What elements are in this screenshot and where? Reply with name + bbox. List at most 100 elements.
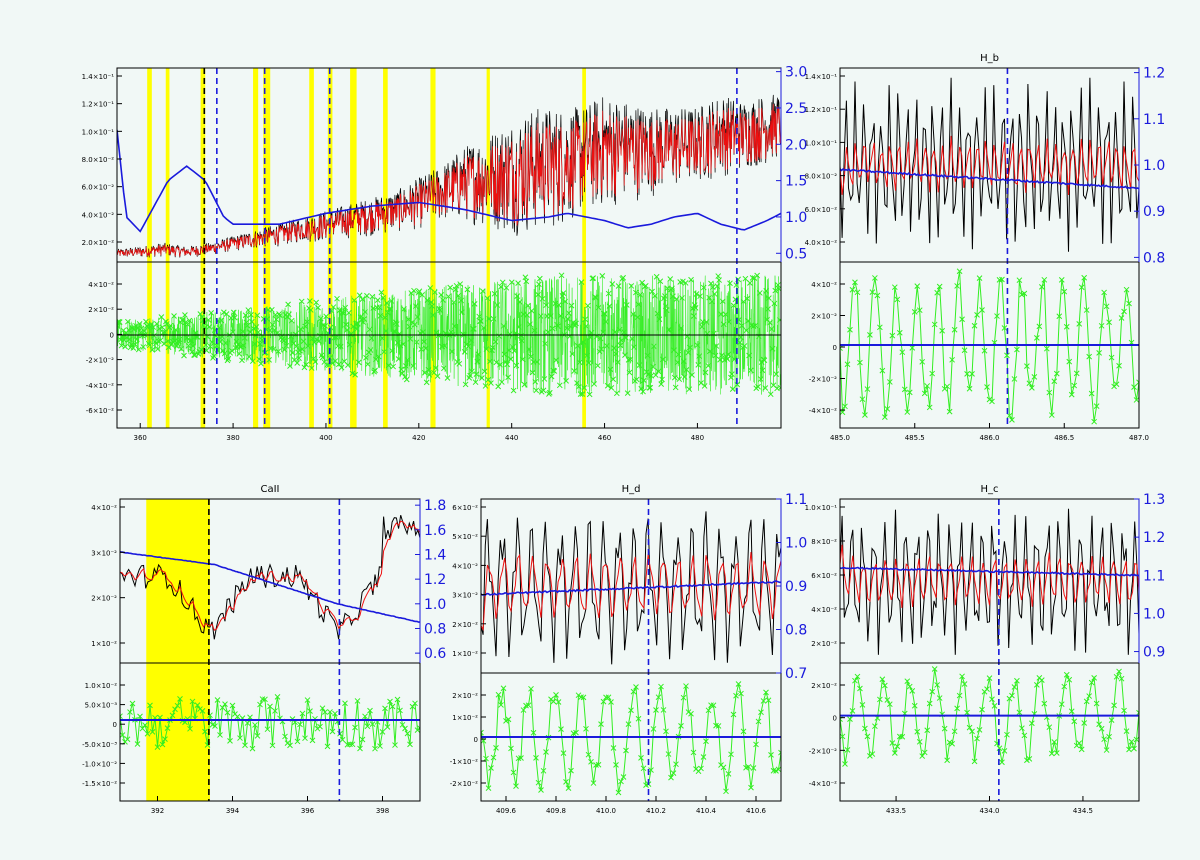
masked-region [253, 68, 259, 428]
panel-full-spectrum: 360 380 400 420 440 460 480 1.4×10⁻¹ 1.2×10⁻¹ 1.0… [82, 65, 808, 442]
residual-marker [729, 386, 736, 392]
residual-marker [556, 302, 562, 308]
x-tick-label: 433.5 [886, 807, 906, 815]
residual-y-tick-label: 0 [113, 721, 117, 729]
masked-region [263, 68, 271, 428]
residual-marker [741, 343, 748, 349]
residual-marker [763, 288, 770, 294]
residual-line [840, 668, 1139, 765]
right-y-tick-label: 0.8 [1143, 250, 1165, 266]
y-tick-label: 4×10⁻² [91, 504, 117, 512]
residual-marker [208, 310, 215, 316]
x-tick-label: 360 [134, 434, 147, 442]
residual-marker [537, 313, 544, 319]
panel-frame [839, 498, 1140, 802]
residual-marker [533, 387, 540, 394]
residual-y-tick-label: -1.5×10⁻² [82, 780, 117, 788]
y-tick-label: 1.0×10⁻¹ [805, 504, 838, 512]
residual-y-tick-label: 5.0×10⁻³ [85, 702, 118, 710]
masked-region [582, 68, 586, 428]
residual-y-tick-label: -2×10⁻² [809, 747, 837, 755]
x-tick-label: 460 [598, 434, 611, 442]
y-tick-label: 8.0×10⁻² [82, 156, 115, 164]
y-tick-label: 8.0×10⁻² [805, 173, 838, 181]
residual-y-tick-label: 0 [474, 736, 478, 744]
residual-marker [461, 348, 468, 355]
residual-marker [286, 311, 292, 318]
right-y-tick-label: 0.9 [1143, 645, 1165, 661]
residual-marker [447, 284, 454, 291]
residual-marker [590, 275, 597, 281]
residual-marker [585, 360, 592, 366]
right-y-tick-label: 1.2 [1143, 66, 1165, 82]
residual-marker [532, 378, 539, 385]
x-tick-label: 485.0 [830, 434, 850, 442]
residual-y-tick-label: 4×10⁻² [88, 281, 114, 289]
panel-title: H_b [980, 53, 999, 64]
masked-region [147, 68, 152, 428]
residual-points [481, 681, 781, 796]
y-tick-label: 1×10⁻² [91, 640, 117, 648]
residual-marker [481, 368, 488, 375]
y-tick-label: 6.0×10⁻² [82, 184, 115, 192]
residual-marker [482, 383, 489, 389]
model-spectrum [840, 135, 1139, 196]
right-y-tick-label: 1.0 [424, 597, 446, 613]
residual-marker [1136, 379, 1139, 386]
residual-marker [192, 352, 198, 359]
right-y-tick-label: 1.0 [1143, 606, 1165, 622]
right-y-tick-label: 0.9 [1143, 204, 1165, 220]
residual-marker [118, 342, 125, 349]
residual-marker [591, 381, 598, 387]
residual-marker [620, 274, 627, 281]
residual-marker [342, 700, 348, 707]
residual-y-tick-label: 1×10⁻² [452, 714, 478, 722]
residual-marker [701, 383, 708, 389]
y-tick-label: 4.0×10⁻² [82, 211, 115, 219]
x-tick-label: 392 [151, 807, 164, 815]
y-tick-label: 4×10⁻² [452, 562, 478, 570]
x-tick-label: 410.0 [596, 807, 616, 815]
panel-hdelta: 409.6 409.8 410.0 410.2 410.4 410.6 6×10⁻² 5×10… [450, 484, 808, 815]
residual-y-tick-label: -5.0×10⁻³ [82, 741, 117, 749]
residual-marker [239, 357, 245, 364]
right-y-tick-label: 3.0 [785, 65, 807, 81]
residual-marker [457, 281, 464, 287]
y-tick-label: 3×10⁻² [452, 592, 478, 600]
x-tick-label: 410.6 [746, 807, 767, 815]
masked-region [430, 68, 436, 428]
residual-marker [599, 273, 606, 279]
residual-marker [539, 295, 546, 302]
right-y-tick-label: 1.1 [1143, 568, 1165, 584]
residual-marker [772, 287, 779, 294]
x-tick-label: 398 [376, 807, 389, 815]
residual-marker [469, 326, 476, 332]
y-tick-label: 8×10⁻² [811, 538, 837, 546]
residual-marker [680, 278, 686, 285]
y-tick-label: 1.0×10⁻¹ [805, 139, 838, 147]
right-y-tick-label: 0.9 [785, 579, 807, 595]
x-tick-label: 410.4 [696, 807, 717, 815]
x-tick-label: 410.2 [646, 807, 666, 815]
x-tick-label: 480 [691, 434, 704, 442]
residual-marker [541, 376, 548, 382]
residual-marker [672, 384, 679, 391]
residual-marker [374, 297, 381, 304]
residual-marker [411, 287, 417, 294]
residual-y-tick-label: 2×10⁻² [452, 692, 478, 700]
x-tick-label: 420 [412, 434, 425, 442]
residual-marker [658, 381, 665, 387]
y-tick-label: 1×10⁻² [452, 650, 478, 658]
residual-points [840, 268, 1139, 425]
residual-marker [773, 371, 780, 377]
right-y-tick-label: 1.0 [785, 536, 807, 552]
residual-y-tick-label: -2×10⁻² [86, 357, 114, 365]
normalization-curve [840, 168, 1139, 190]
residual-y-tick-label: 0 [110, 331, 114, 339]
panel-hbeta: 485.0 485.5 486.0 486.5 487.0 1.4×10⁻¹ 1.2×10⁻… [805, 53, 1166, 442]
x-tick-label: 486.5 [1054, 434, 1074, 442]
observed-spectrum [481, 511, 781, 665]
residual-y-tick-label: 2×10⁻² [811, 313, 837, 321]
residual-marker [523, 278, 530, 285]
